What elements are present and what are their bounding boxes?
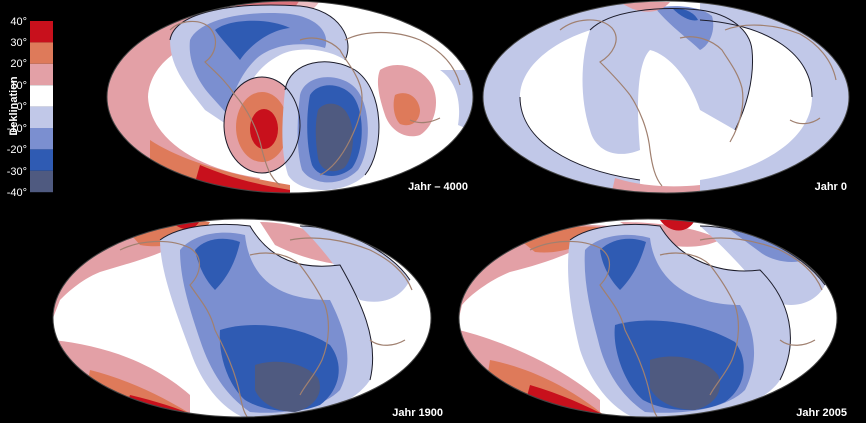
legend-title: Deklination: [8, 76, 20, 136]
map-year-0: Jahr 0: [482, 0, 850, 194]
map-year-1900: Jahr 1900: [52, 218, 443, 419]
legend-bands: [30, 21, 53, 193]
legend-band-m40-m30: [30, 170, 53, 193]
legend-band-0-10: [30, 85, 53, 107]
map-year-2005: Jahr 2005: [458, 218, 847, 419]
coastlines: [169, 20, 461, 186]
map-label: Jahr 1900: [392, 407, 443, 419]
coastlines: [529, 237, 823, 417]
contours: [169, 4, 380, 176]
legend-band-m20-m10: [30, 128, 53, 150]
legend-ticks: 40° 30° 20° 10° 0° -10° -20° -30° -40°: [7, 16, 27, 199]
legend-tick: -20°: [7, 144, 27, 156]
legend-tick: -30°: [7, 166, 27, 178]
map-outline: [106, 0, 474, 194]
map-label: Jahr – 4000: [408, 181, 468, 193]
legend-band-m10-0: [30, 106, 53, 128]
map-outline: [458, 218, 838, 418]
map-outline: [52, 218, 432, 418]
legend: Deklination 40° 30° 20° 10° 0° -10° -20°…: [7, 16, 53, 199]
map-label: Jahr 0: [815, 181, 847, 193]
legend-band-m30-m20: [30, 149, 53, 171]
coastlines: [559, 19, 837, 187]
map-year-minus-4000: Jahr – 4000: [106, 0, 474, 194]
legend-tick: 20°: [10, 58, 27, 70]
map-label: Jahr 2005: [796, 407, 847, 419]
legend-tick: -40°: [7, 187, 27, 199]
legend-tick: 40°: [10, 16, 27, 28]
legend-tick: 0°: [16, 101, 27, 113]
contours: [519, 8, 813, 181]
coastlines: [119, 237, 413, 417]
legend-band-20-30: [30, 42, 53, 64]
map-outline: [482, 0, 850, 194]
legend-tick: -10°: [7, 123, 27, 135]
legend-band-10-20: [30, 63, 53, 86]
legend-band-30-40: [30, 21, 53, 43]
legend-tick: 30°: [10, 37, 27, 49]
legend-tick: 10°: [10, 80, 27, 92]
